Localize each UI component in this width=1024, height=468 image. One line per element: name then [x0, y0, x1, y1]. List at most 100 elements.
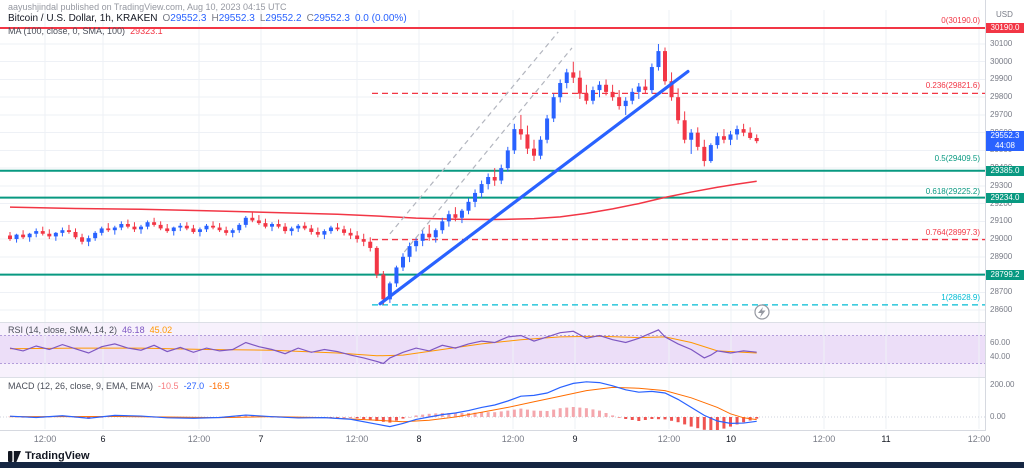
price-tick: 29800 — [990, 92, 1013, 102]
candle — [577, 77, 582, 94]
candle — [663, 51, 667, 82]
time-axis-label: 11 — [881, 434, 891, 444]
candle — [676, 97, 681, 121]
price-axis[interactable]: USD 301003000029900298002970029600295002… — [985, 0, 1024, 448]
candle — [532, 148, 536, 156]
lightning-circle-icon — [754, 304, 770, 320]
candle — [93, 232, 98, 239]
candle — [80, 237, 85, 242]
rsi-values: 46.18 45.02 — [117, 325, 172, 335]
candles[interactable] — [8, 44, 759, 305]
candle — [545, 118, 550, 140]
tradingview-logo[interactable]: TradingView — [8, 449, 90, 462]
candle — [283, 226, 288, 232]
ma-legend[interactable]: MA (100, close, 0, SMA, 100) 29323.1 — [8, 26, 163, 36]
time-axis-label: 10 — [725, 434, 737, 444]
candle — [715, 136, 720, 146]
change-value: 0.0 (0.00%) — [354, 13, 407, 24]
candle — [525, 134, 530, 149]
candle — [368, 241, 373, 248]
price-tick: 28900 — [990, 251, 1013, 261]
time-axis-label: 6 — [100, 434, 106, 444]
bottom-navy-bar — [0, 462, 1024, 468]
candle — [191, 228, 196, 232]
current-price-badge: 29552.3 44:08 — [986, 131, 1024, 152]
candle — [610, 91, 615, 98]
ohlc-values: O29552.3 H29552.3 L29552.2 C29552.3 — [162, 13, 350, 24]
candle — [479, 184, 484, 193]
candle — [158, 224, 163, 229]
macd-plot — [8, 381, 759, 431]
candle — [564, 72, 569, 84]
candle — [34, 231, 39, 234]
candle — [721, 136, 726, 140]
candle — [342, 229, 347, 233]
price-level-badge: 29234.0 — [986, 192, 1024, 203]
candle — [322, 231, 327, 235]
candle — [492, 176, 497, 181]
candle — [748, 132, 753, 138]
time-axis-label: 12:00 — [967, 434, 991, 444]
macd-legend[interactable]: MACD (12, 26, close, 9, EMA, EMA) -10.5 -2… — [8, 381, 230, 391]
candle — [459, 210, 464, 218]
time-axis-label: 12:00 — [501, 434, 525, 444]
time-axis[interactable]: 12:00 6 12:00 7 12:00 8 12:00 9 12:00 10 12:00 11 12… — [0, 430, 990, 449]
candle — [276, 223, 281, 227]
symbol-title[interactable]: Bitcoin / U.S. Dollar, 1h, KRAKEN — [8, 13, 158, 24]
candle — [263, 223, 268, 227]
candle — [315, 231, 320, 235]
rsi-pane-background — [0, 323, 986, 378]
candle — [728, 134, 733, 140]
candle — [682, 120, 687, 140]
candle — [230, 230, 235, 233]
candle — [630, 91, 635, 101]
candle — [446, 214, 451, 222]
time-axis-label: 7 — [258, 434, 264, 444]
candle — [355, 235, 360, 240]
watermark: aayushjindal published on TradingView.co… — [8, 2, 287, 12]
candle — [8, 235, 12, 240]
candle — [499, 168, 504, 181]
price-tick: 29200 — [990, 198, 1013, 208]
candle — [197, 229, 202, 232]
candle — [106, 228, 111, 231]
candle — [486, 176, 491, 185]
candle — [184, 225, 189, 229]
candle — [656, 51, 661, 68]
candle — [361, 239, 366, 242]
candle — [374, 247, 379, 275]
candle — [466, 201, 471, 211]
candle — [145, 222, 150, 227]
candle — [584, 93, 589, 101]
candle — [505, 150, 510, 169]
candle — [152, 222, 157, 225]
macd-tick: 200.00 — [990, 380, 1015, 389]
candle — [604, 84, 609, 92]
time-axis-label: 9 — [572, 434, 578, 444]
candle — [47, 233, 52, 237]
fib-retracement-lines — [372, 92, 986, 306]
candle — [407, 246, 412, 257]
candle — [296, 225, 301, 229]
indicator-value: -16.5 — [209, 381, 230, 391]
price-tick: 28700 — [990, 287, 1013, 297]
candle — [597, 84, 602, 91]
candle — [309, 228, 314, 232]
macd-label: MACD (12, 26, close, 9, EMA, EMA) — [8, 381, 154, 391]
price-tick: 29700 — [990, 109, 1013, 119]
candle — [623, 100, 628, 107]
time-axis-label: 12:00 — [812, 434, 836, 444]
price-tick: 29100 — [990, 216, 1013, 226]
candle — [440, 221, 445, 231]
chart-legend[interactable]: Bitcoin / U.S. Dollar, 1h, KRAKEN O29552.… — [8, 13, 407, 24]
candle — [40, 231, 45, 234]
candle — [217, 227, 222, 231]
drawings — [378, 31, 690, 306]
rsi-legend[interactable]: RSI (14, close, SMA, 14, 2) 46.18 45.02 — [8, 325, 172, 335]
candle — [237, 224, 242, 231]
ma-label: MA (100, close, 0, SMA, 100) — [8, 26, 126, 36]
candle — [558, 83, 563, 98]
candle — [473, 192, 478, 202]
candle — [99, 228, 104, 233]
